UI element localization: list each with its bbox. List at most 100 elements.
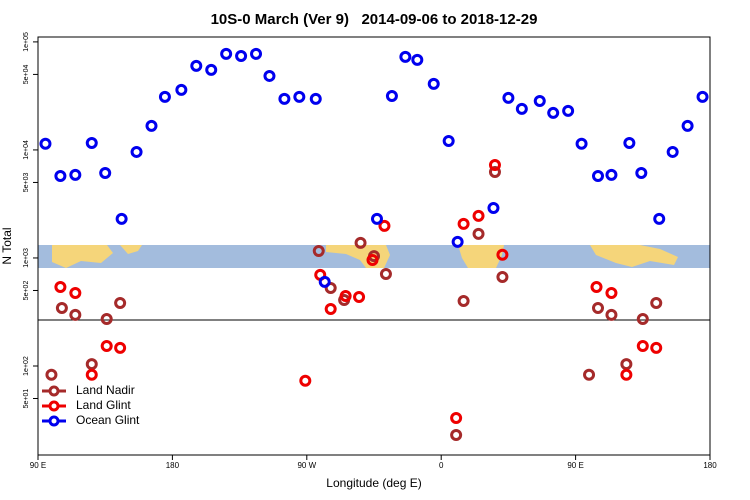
- point: [69, 308, 82, 321]
- point: [636, 313, 649, 326]
- x-tick-label: 90 W: [297, 461, 316, 470]
- legend-marker: [48, 400, 60, 412]
- point: [575, 137, 588, 150]
- point: [85, 358, 98, 371]
- point: [457, 294, 470, 307]
- point: [457, 217, 470, 230]
- point: [399, 50, 412, 63]
- point: [99, 166, 112, 179]
- point: [370, 212, 383, 225]
- y-tick-label: 1e+04: [23, 140, 30, 160]
- point: [293, 90, 306, 103]
- point: [175, 83, 188, 96]
- point: [636, 340, 649, 353]
- point: [488, 165, 501, 178]
- legend-label: Land Nadir: [76, 383, 135, 397]
- x-tick-label: 180: [703, 461, 717, 470]
- point: [592, 169, 604, 182]
- y-tick-label: 5e+04: [23, 64, 30, 84]
- point: [366, 253, 379, 266]
- point: [45, 368, 58, 381]
- point: [590, 281, 603, 294]
- point: [605, 168, 618, 181]
- point: [472, 227, 485, 240]
- point: [190, 59, 203, 72]
- point: [583, 368, 596, 381]
- point: [620, 358, 633, 371]
- point: [379, 267, 392, 280]
- legend-marker: [48, 415, 60, 427]
- point: [442, 134, 455, 147]
- point: [353, 291, 366, 304]
- point: [496, 270, 509, 283]
- point: [312, 244, 325, 257]
- point: [100, 340, 113, 353]
- point: [650, 341, 663, 354]
- point: [324, 302, 337, 315]
- point: [100, 313, 113, 326]
- point: [114, 341, 127, 354]
- point: [650, 296, 663, 309]
- y-tick-label: 1e+02: [23, 356, 30, 376]
- point: [339, 289, 352, 302]
- point: [54, 281, 67, 294]
- point: [205, 63, 218, 76]
- point: [69, 168, 82, 181]
- point: [623, 136, 636, 149]
- point: [354, 236, 367, 249]
- chart-title: 10S-0 March (Ver 9) 2014-09-06 to 2018-1…: [211, 11, 538, 28]
- x-tick-label: 180: [166, 461, 180, 470]
- point: [385, 89, 398, 102]
- point: [324, 282, 337, 295]
- point: [145, 119, 158, 132]
- point: [318, 275, 331, 288]
- point: [451, 235, 464, 248]
- point: [515, 102, 528, 115]
- point: [114, 296, 127, 309]
- point: [696, 90, 709, 103]
- legend-label: Ocean Glint: [76, 413, 140, 427]
- point: [427, 77, 440, 90]
- point: [235, 49, 248, 62]
- point: [54, 169, 67, 182]
- point: [378, 219, 391, 232]
- point: [263, 69, 276, 82]
- point: [158, 90, 171, 103]
- point: [450, 412, 463, 425]
- point: [620, 368, 633, 381]
- point: [299, 374, 312, 387]
- y-tick-label: 5e+01: [23, 389, 30, 409]
- point: [69, 286, 82, 299]
- point: [85, 136, 98, 149]
- x-tick-label: 90 E: [30, 461, 46, 470]
- legend-marker: [48, 385, 60, 397]
- point: [681, 119, 694, 132]
- point: [309, 92, 322, 105]
- point: [562, 104, 575, 117]
- plot-frame: [37, 36, 711, 456]
- y-axis-label: N Total: [0, 227, 14, 264]
- point: [533, 94, 546, 107]
- point: [411, 53, 424, 66]
- point: [653, 212, 666, 225]
- point: [250, 47, 263, 60]
- point: [605, 308, 618, 321]
- point: [85, 368, 98, 381]
- y-tick-label: 5e+03: [23, 173, 30, 193]
- point: [488, 158, 501, 171]
- x-tick-label: 0: [439, 461, 444, 470]
- point: [487, 202, 500, 215]
- point: [547, 106, 560, 119]
- point: [39, 137, 52, 150]
- point: [220, 47, 233, 60]
- x-tick-label: 90 E: [567, 461, 583, 470]
- point: [450, 428, 463, 441]
- point: [55, 302, 68, 315]
- point: [115, 212, 128, 225]
- point: [605, 286, 618, 299]
- y-tick-label: 5e+02: [23, 281, 30, 301]
- point: [496, 248, 509, 261]
- point: [502, 91, 515, 104]
- y-tick-label: 1e+05: [23, 32, 30, 52]
